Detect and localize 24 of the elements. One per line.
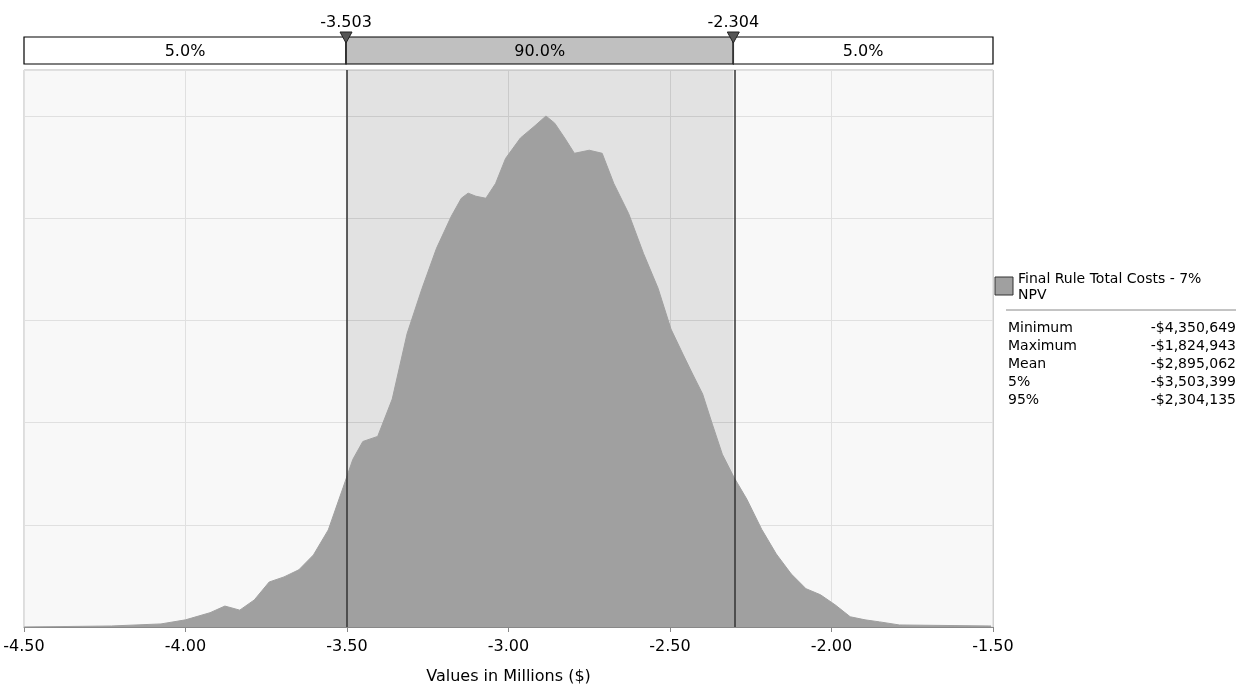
text: Minimum: [1008, 319, 1073, 335]
legend-label: Final Rule Total Costs - 7% NPV: [1018, 270, 1206, 302]
text: -$1,824,943: [1150, 337, 1236, 353]
text: Maximum: [1008, 337, 1077, 353]
text: -$2,895,062: [1150, 355, 1236, 371]
band-label: 5.0%: [842, 41, 884, 60]
text: 5%: [1008, 373, 1031, 389]
text: Mean: [1008, 355, 1047, 371]
x-tick-label: -3.50: [326, 635, 368, 655]
ref-line-label: -3.503: [320, 11, 372, 31]
x-tick-label: -4.50: [3, 635, 45, 655]
text: -$2,304,135: [1150, 391, 1236, 407]
x-axis-title: Values in Millions ($): [426, 665, 591, 685]
x-tick-label: -4.00: [164, 635, 207, 655]
band-label: 90.0%: [514, 41, 566, 60]
text: -$4,350,649: [1150, 319, 1236, 335]
text: 95%: [1008, 391, 1040, 407]
ref-line-label: -2.304: [707, 11, 760, 31]
band-label: 5.0%: [164, 41, 206, 60]
x-tick-label: -2.50: [649, 635, 691, 655]
x-tick-label: -1.50: [972, 635, 1014, 655]
text: -$3,503,399: [1150, 373, 1236, 389]
x-tick-label: -3.00: [487, 635, 530, 655]
x-tick-label: -2.00: [810, 635, 853, 655]
